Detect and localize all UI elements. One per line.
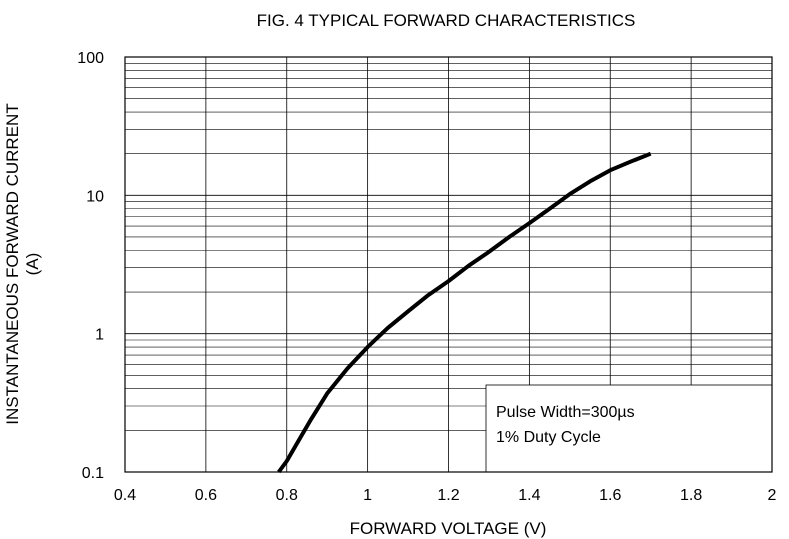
plot-frame: [124, 56, 773, 473]
y-tick-labels: 0.1 1 10 100: [77, 50, 104, 482]
annotation-box: [485, 384, 773, 473]
annotation-pulse-width: Pulse Width=300µs: [496, 404, 635, 421]
x-tick-label: 0.4: [114, 487, 136, 504]
y-tick-label: 1: [95, 327, 104, 344]
forward-current-curve: [277, 151, 652, 474]
x-tick-labels: 0.4 0.6 0.8 1 1.2 1.4 1.6 1.8 2: [114, 487, 777, 504]
x-axis-label: FORWARD VOLTAGE (V): [350, 519, 547, 538]
y-axis-unit-label: (A): [23, 253, 42, 276]
annotation-duty-cycle: 1% Duty Cycle: [496, 429, 601, 446]
chart-title: FIG. 4 TYPICAL FORWARD CHARACTERISTICS: [257, 11, 636, 30]
x-tick-label: 0.8: [276, 487, 298, 504]
x-tick-label: 1: [363, 487, 372, 504]
x-tick-label: 1.2: [437, 487, 459, 504]
x-tick-label: 0.6: [195, 487, 217, 504]
series-layer: [277, 151, 652, 474]
y-axis-label: INSTANTANEOUS FORWARD CURRENT: [3, 103, 22, 424]
x-tick-label: 2: [768, 487, 777, 504]
x-tick-label: 1.4: [518, 487, 540, 504]
x-tick-label: 1.8: [680, 487, 702, 504]
y-tick-label: 100: [77, 50, 104, 67]
y-tick-label: 10: [86, 188, 104, 205]
grid-layer: [125, 57, 772, 472]
y-tick-label: 0.1: [82, 465, 104, 482]
x-tick-label: 1.6: [599, 487, 621, 504]
